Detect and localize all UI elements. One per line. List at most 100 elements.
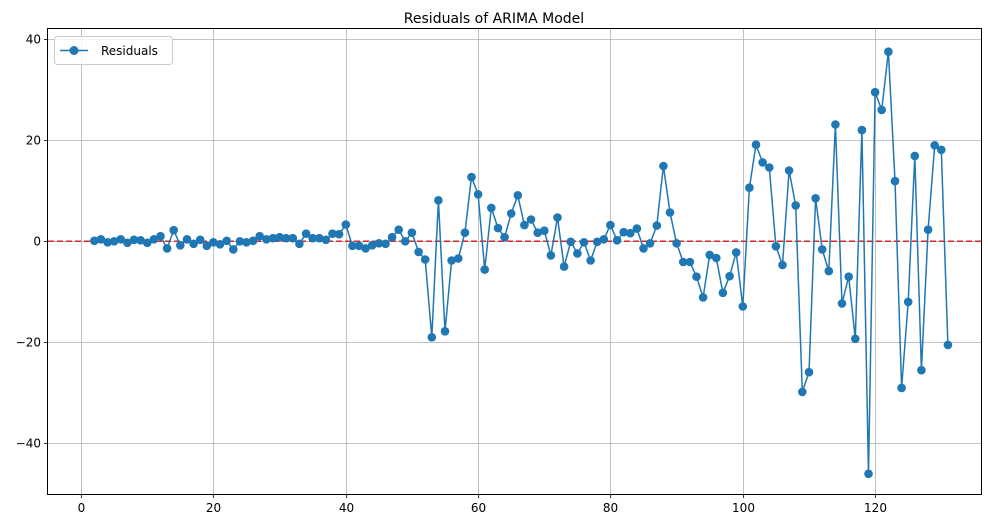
data-point [295, 239, 304, 249]
x-tick-label: 40 [339, 501, 354, 515]
data-point [533, 228, 542, 237]
data-point [222, 236, 231, 246]
legend-marker-icon [69, 46, 79, 55]
data-point [831, 120, 840, 129]
data-point [540, 226, 549, 235]
data-point [678, 257, 688, 267]
x-tick-label: 80 [603, 501, 618, 515]
data-point [692, 272, 701, 282]
data-point [857, 125, 867, 135]
data-point [103, 238, 112, 247]
data-point [513, 191, 523, 200]
data-point [136, 236, 145, 245]
data-point [149, 235, 159, 244]
data-point [592, 237, 602, 247]
data-point [890, 176, 900, 186]
data-point [493, 223, 503, 233]
data-point [559, 262, 569, 271]
data-point [387, 232, 397, 242]
data-point [579, 238, 589, 247]
data-point [315, 233, 324, 243]
data-point [255, 231, 264, 241]
data-point [546, 251, 556, 260]
data-point [328, 229, 337, 238]
data-point [394, 225, 404, 234]
data-point [156, 231, 165, 241]
data-point [705, 250, 714, 260]
data-point [506, 209, 516, 218]
data-point [599, 235, 609, 244]
y-tick-label: −40 [16, 437, 41, 451]
data-point [903, 297, 913, 307]
data-point [784, 166, 794, 175]
data-point [374, 239, 384, 248]
data-point [143, 238, 152, 248]
data-point [877, 105, 886, 115]
data-point [811, 194, 820, 203]
data-point [367, 241, 377, 250]
data-point [731, 248, 741, 257]
data-point [235, 237, 245, 246]
data-point [434, 196, 443, 205]
plot-area-frame [47, 28, 982, 495]
series-line [94, 50, 949, 475]
data-point [341, 220, 351, 229]
y-tick-label: −20 [16, 336, 41, 350]
x-tick-label: 100 [732, 501, 755, 515]
data-point [685, 257, 695, 267]
data-point [90, 236, 99, 246]
data-point [712, 253, 721, 263]
legend-label: Residuals [101, 44, 158, 58]
data-point [202, 241, 212, 251]
data-point [745, 183, 754, 192]
data-point [659, 161, 668, 171]
data-point [937, 145, 946, 155]
axis-ticks: 0 20 40 60 80 100 120 −40 −20 0 20 40 [16, 33, 887, 516]
data-point [672, 239, 681, 248]
data-point [354, 241, 364, 251]
data-point [645, 239, 655, 248]
data-point [420, 255, 430, 264]
data-point [195, 235, 205, 245]
data-point [334, 229, 344, 239]
data-point [606, 220, 615, 230]
data-point [765, 163, 774, 172]
data-point [229, 245, 238, 254]
data-point [824, 266, 834, 276]
x-tick-label: 0 [78, 501, 86, 515]
data-point [242, 238, 251, 247]
data-point [473, 190, 483, 199]
data-point [301, 229, 311, 238]
x-tick-label: 60 [471, 501, 486, 515]
chart-title: Residuals of ARIMA Model [404, 11, 584, 27]
data-point [619, 227, 628, 237]
data-point [526, 215, 536, 224]
data-point [215, 240, 225, 249]
data-point [612, 236, 622, 245]
data-point [182, 235, 192, 244]
data-point [123, 238, 132, 248]
data-point [348, 241, 357, 251]
data-point [864, 469, 873, 479]
data-point [698, 293, 708, 302]
data-point [308, 233, 318, 243]
data-point [930, 141, 939, 150]
data-point [500, 232, 509, 242]
data-point [639, 244, 648, 253]
data-point [870, 87, 880, 97]
legend-box [54, 36, 173, 65]
data-point [447, 256, 456, 265]
data-point [321, 235, 331, 245]
data-point [162, 244, 172, 253]
data-point [96, 235, 106, 244]
data-point [176, 241, 185, 250]
data-point [520, 220, 529, 230]
data-point [884, 47, 893, 56]
data-point [407, 228, 417, 237]
data-point [652, 221, 662, 230]
series-layer [90, 47, 953, 479]
data-point [487, 203, 496, 213]
data-point [553, 213, 562, 222]
data-point [943, 340, 953, 350]
data-point [573, 249, 582, 258]
